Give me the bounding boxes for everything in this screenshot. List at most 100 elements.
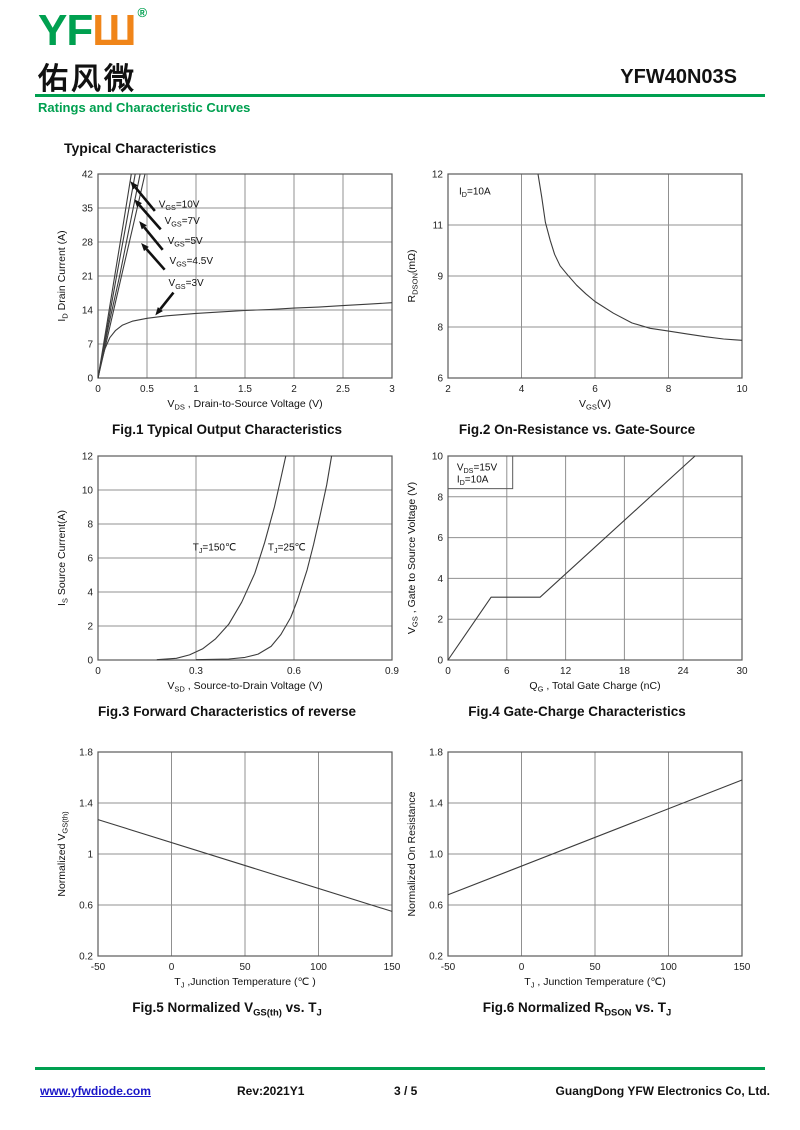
svg-text:50: 50 <box>239 962 251 973</box>
svg-text:QG , Total Gate Charge (nC): QG , Total Gate Charge (nC) <box>529 680 660 694</box>
svg-text:6: 6 <box>437 533 443 544</box>
fig5-plot: -50 0 50 100 150 0.2 0.6 1 1.4 1.8 TJ ,Junction Te… <box>56 748 401 990</box>
section-title: Ratings and Characteristic Curves <box>38 100 251 115</box>
svg-text:24: 24 <box>678 666 690 677</box>
svg-text:150: 150 <box>734 962 751 973</box>
logo-w-glyph: Ш <box>92 6 136 55</box>
page-number: 3 / 5 <box>394 1084 418 1098</box>
svg-text:0: 0 <box>87 656 93 667</box>
part-number: YFW40N03S <box>620 66 737 88</box>
svg-text:VGS=3V: VGS=3V <box>169 278 204 291</box>
svg-text:42: 42 <box>82 170 94 181</box>
fig4-caption: Fig.4 Gate-Charge Characteristics <box>468 704 686 719</box>
svg-text:6: 6 <box>437 374 443 385</box>
svg-text:0.6: 0.6 <box>79 901 93 912</box>
fig6-block: -50 0 50 100 150 0.2 0.6 1.0 1.4 1.8 TJ , Junction… <box>402 744 752 1019</box>
fig3-block: 0 0.3 0.6 0.9 0 2 4 6 8 10 12 VSD , Source-to-Drain… <box>52 448 402 720</box>
footer-divider <box>35 1067 765 1070</box>
svg-text:0.2: 0.2 <box>429 952 443 963</box>
svg-text:0.6: 0.6 <box>429 901 443 912</box>
svg-text:12: 12 <box>560 666 572 677</box>
fig3-caption: Fig.3 Forward Characteristics of reverse <box>97 704 357 719</box>
company-name: GuangDong YFW Electronics Co, Ltd. <box>555 1084 770 1098</box>
svg-text:35: 35 <box>82 204 94 215</box>
svg-text:100: 100 <box>310 962 327 973</box>
svg-text:VSD , Source-to-Drain Voltage: VSD , Source-to-Drain Voltage (V) <box>167 680 322 694</box>
svg-text:VDS=15V: VDS=15V <box>457 462 498 475</box>
svg-text:2: 2 <box>445 384 451 395</box>
svg-text:8: 8 <box>437 323 443 334</box>
page-title: Typical Characteristics <box>64 140 217 156</box>
svg-text:0.2: 0.2 <box>79 952 93 963</box>
svg-text:VGS(V): VGS(V) <box>579 398 611 412</box>
svg-text:TJ=25℃: TJ=25℃ <box>268 542 306 555</box>
svg-text:7: 7 <box>87 340 93 351</box>
svg-text:1.4: 1.4 <box>79 799 93 810</box>
svg-text:1: 1 <box>87 850 93 861</box>
svg-text:0.3: 0.3 <box>189 666 203 677</box>
fig5-caption: Fig.5 Normalized VGS(th) vs. TJ <box>132 1000 322 1019</box>
svg-text:1.8: 1.8 <box>79 748 93 759</box>
svg-text:0: 0 <box>95 384 101 395</box>
svg-text:VGS=4.5V: VGS=4.5V <box>170 256 214 269</box>
svg-text:0.6: 0.6 <box>287 666 301 677</box>
svg-text:3: 3 <box>389 384 395 395</box>
svg-text:IS Source Current(A): IS Source Current(A) <box>56 510 70 606</box>
svg-text:12: 12 <box>82 452 94 463</box>
logo-yf-text: YF <box>38 6 93 55</box>
svg-text:ID=10A: ID=10A <box>459 186 491 199</box>
svg-text:0.5: 0.5 <box>140 384 154 395</box>
svg-text:8: 8 <box>87 520 93 531</box>
svg-text:0: 0 <box>445 666 451 677</box>
svg-text:10: 10 <box>82 486 94 497</box>
fig2-block: 2 4 6 8 10 6 8 9 11 12 VGS(V) RDSON(mΩ) ID=10A Fig.2… <box>402 166 752 438</box>
svg-text:9: 9 <box>437 272 443 283</box>
fig6-caption: Fig.6 Normalized RDSON vs. TJ <box>482 1000 672 1019</box>
svg-text:0: 0 <box>437 656 443 667</box>
svg-text:21: 21 <box>82 272 94 283</box>
svg-text:6: 6 <box>504 666 510 677</box>
svg-text:VGS , Gate to Source Voltage (: VGS , Gate to Source Voltage (V) <box>406 482 420 634</box>
svg-text:0: 0 <box>169 962 175 973</box>
svg-text:TJ , Junction Temperature (℃): TJ , Junction Temperature (℃) <box>524 976 665 990</box>
svg-text:-50: -50 <box>91 962 106 973</box>
svg-text:VGS=5V: VGS=5V <box>168 236 203 249</box>
website-link[interactable]: www.yfwdiode.com <box>40 1084 151 1098</box>
svg-text:0: 0 <box>95 666 101 677</box>
svg-text:1: 1 <box>193 384 199 395</box>
svg-text:28: 28 <box>82 238 94 249</box>
fig3-plot: 0 0.3 0.6 0.9 0 2 4 6 8 10 12 VSD , Source-to-Drain… <box>56 452 399 694</box>
svg-text:4: 4 <box>519 384 525 395</box>
fig1-caption: Fig.1 Typical Output Characteristics <box>111 422 343 437</box>
svg-text:VGS=10V: VGS=10V <box>159 200 200 213</box>
svg-text:12: 12 <box>432 170 444 181</box>
svg-text:Normalized VGS(th): Normalized VGS(th) <box>56 811 70 897</box>
logo-chinese-name: 佑风微 <box>38 63 137 96</box>
svg-text:TJ ,Junction Temperature (℃ ): TJ ,Junction Temperature (℃ ) <box>174 976 315 990</box>
svg-text:18: 18 <box>619 666 631 677</box>
fig6-plot: -50 0 50 100 150 0.2 0.6 1.0 1.4 1.8 TJ , Junction… <box>406 748 751 990</box>
svg-text:1.8: 1.8 <box>429 748 443 759</box>
registered-trademark-icon: ® <box>137 5 147 20</box>
svg-text:2: 2 <box>87 622 93 633</box>
svg-text:30: 30 <box>736 666 748 677</box>
svg-text:0: 0 <box>519 962 525 973</box>
svg-text:4: 4 <box>87 588 93 599</box>
svg-text:VDS , Drain-to-Source Voltage: VDS , Drain-to-Source Voltage (V) <box>167 398 322 412</box>
svg-text:150: 150 <box>384 962 401 973</box>
svg-text:TJ=150℃: TJ=150℃ <box>193 542 236 555</box>
svg-text:14: 14 <box>82 306 94 317</box>
svg-text:10: 10 <box>432 452 444 463</box>
svg-text:11: 11 <box>433 221 444 232</box>
svg-text:RDSON(mΩ): RDSON(mΩ) <box>406 250 420 303</box>
svg-text:8: 8 <box>437 492 443 503</box>
brand-logo: YFШ ® 佑风微 <box>38 5 147 98</box>
fig4-block: 0 6 12 18 24 30 0 2 4 6 8 10 QG , Total Gate Charge … <box>402 448 752 720</box>
svg-text:2: 2 <box>437 615 443 626</box>
svg-text:2: 2 <box>291 384 297 395</box>
svg-text:2.5: 2.5 <box>336 384 350 395</box>
svg-text:ID=10A: ID=10A <box>457 475 489 488</box>
website-link-wrap: www.yfwdiode.com <box>40 1084 151 1098</box>
svg-text:0: 0 <box>87 374 93 385</box>
